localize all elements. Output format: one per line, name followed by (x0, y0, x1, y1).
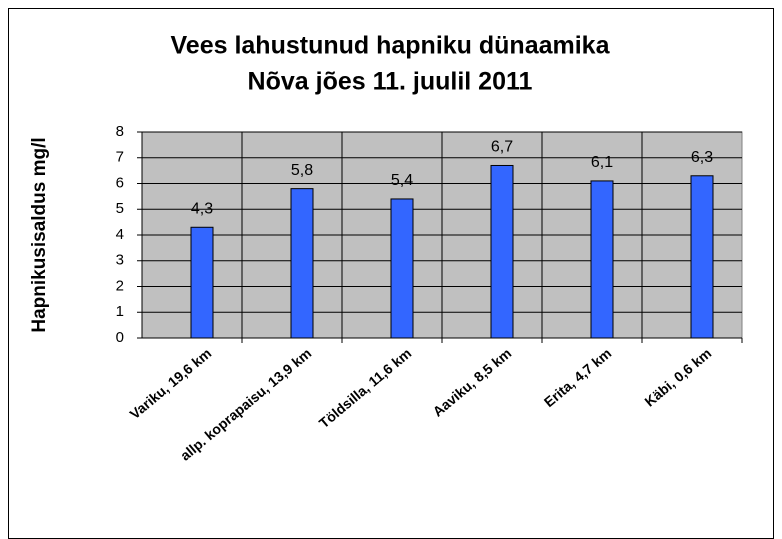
bar (490, 164, 514, 339)
data-label: 6,1 (591, 154, 613, 171)
chart-title-line: Nõva jões 11. juulil 2011 (248, 68, 533, 96)
y-tick-label: 7 (116, 149, 124, 166)
data-label: 4,3 (191, 200, 213, 217)
y-tick-label: 0 (116, 329, 124, 346)
y-tick-label: 6 (116, 174, 124, 191)
data-label: 6,7 (491, 139, 513, 156)
bar (390, 198, 414, 339)
y-tick-label: 2 (116, 277, 124, 294)
bar (590, 180, 614, 339)
bar (290, 188, 314, 339)
y-tick-label: 3 (116, 252, 124, 269)
bar (190, 226, 214, 339)
data-label: 6,3 (691, 149, 713, 166)
bar (690, 175, 714, 339)
chart-title-line: Vees lahustunud hapniku dünaamika (171, 32, 611, 60)
y-tick-label: 1 (116, 303, 124, 320)
y-tick-label: 5 (116, 200, 124, 217)
y-tick-label: 4 (116, 226, 124, 243)
y-axis-label: Hapnikusisaldus mg/l (29, 137, 50, 332)
data-label: 5,4 (391, 172, 413, 189)
data-label: 5,8 (291, 162, 313, 179)
y-tick-label: 8 (116, 123, 124, 140)
